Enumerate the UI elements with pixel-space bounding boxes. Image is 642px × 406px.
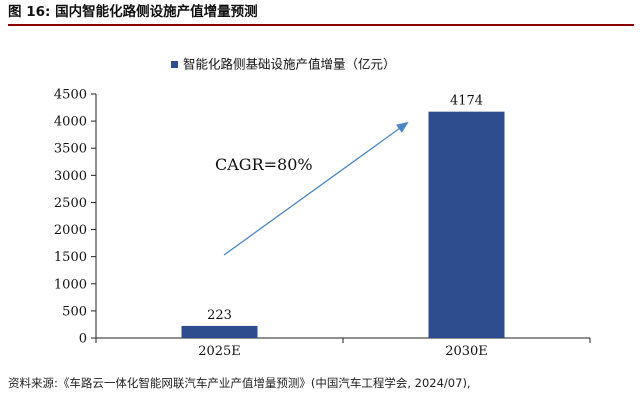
bar-2030E — [428, 111, 505, 338]
x-tick-label: 2030E — [445, 344, 488, 359]
data-label: 4174 — [450, 94, 483, 109]
data-label: 223 — [207, 308, 232, 323]
y-tick-label: 4500 — [54, 88, 87, 103]
growth-arrow — [223, 121, 409, 256]
y-tick-label: 2500 — [54, 196, 87, 211]
bar-chart: 智能化路侧基础设施产值增量（亿元） 0 500 1000 1500 2000 2500 30… — [54, 57, 591, 359]
legend-swatch — [171, 61, 178, 68]
x-axis-ticks: 2025E 2030E — [95, 338, 591, 359]
cagr-annotation: CAGR=80% — [215, 155, 313, 174]
y-tick-label: 3500 — [54, 142, 87, 157]
figure-caption: 图 16: 国内智能化路侧设施产值增量预测 — [8, 2, 634, 26]
bar-2025E — [181, 325, 258, 338]
y-tick-label: 1500 — [54, 250, 87, 265]
x-tick-label: 2025E — [198, 344, 241, 359]
y-tick-label: 2000 — [54, 223, 87, 238]
source-note: 资料来源:《车路云一体化智能网联汽车产业产值增量预测》(中国汽车工程学会, 20… — [8, 376, 471, 390]
bars: 223 4174 — [181, 94, 505, 338]
y-tick-label: 0 — [79, 332, 87, 347]
legend-label: 智能化路侧基础设施产值增量（亿元） — [183, 57, 396, 72]
y-tick-label: 3000 — [54, 169, 87, 184]
y-tick-label: 500 — [62, 304, 87, 319]
y-tick-label: 4000 — [54, 115, 87, 130]
y-tick-label: 1000 — [54, 277, 87, 292]
y-axis-ticks: 0 500 1000 1500 2000 2500 3000 3500 4000 4500 — [54, 88, 96, 347]
